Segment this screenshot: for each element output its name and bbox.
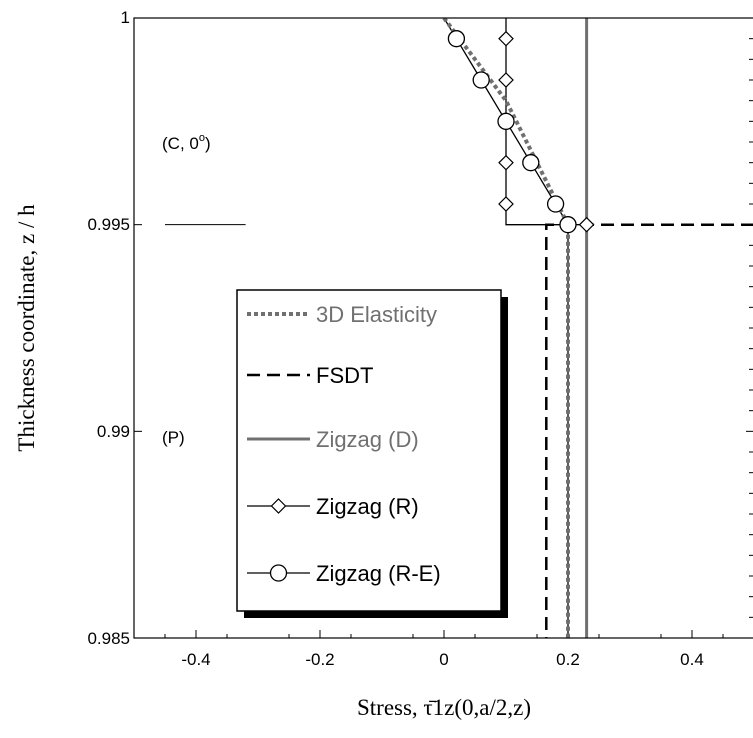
y-tick-label: 0.995 bbox=[87, 215, 130, 234]
zigzag-r-e-circle-marker bbox=[559, 216, 577, 234]
legend-label: Zigzag (R) bbox=[316, 494, 419, 519]
y-axis-title: Thickness coordinate, z / h bbox=[14, 204, 39, 452]
series-line-fsdt bbox=[545, 223, 753, 638]
x-tick-label: 0.2 bbox=[556, 650, 580, 669]
zigzag-r-e-circle-marker bbox=[546, 195, 565, 213]
x-tick-label: -0.2 bbox=[305, 650, 334, 669]
zigzag-r-e-circle-marker bbox=[497, 112, 515, 130]
zigzag-r-e-circle-marker bbox=[522, 154, 540, 172]
x-tick-label: 0 bbox=[439, 650, 448, 669]
y-tick-label: 0.99 bbox=[97, 422, 130, 441]
legend-diamond-marker bbox=[270, 498, 287, 514]
legend: 3D Elasticity FSDT Zigzag (D) Zigzag (R)… bbox=[236, 289, 508, 618]
legend-box bbox=[236, 289, 502, 612]
legend-label: 3D Elasticity bbox=[316, 302, 437, 327]
y-tick-label: 0.985 bbox=[87, 629, 130, 648]
series-layer bbox=[442, 18, 753, 638]
zigzag-r-diamond-marker bbox=[498, 30, 514, 47]
zigzag-r-diamond-marker bbox=[498, 154, 514, 171]
layer-label-top: (C, 0o) bbox=[162, 132, 211, 153]
x-tick-label: 0.4 bbox=[680, 650, 704, 669]
zigzag-r-diamond-marker bbox=[498, 196, 514, 212]
zigzag-r-diamond-marker bbox=[498, 72, 514, 88]
x-tick-label: -0.4 bbox=[181, 650, 210, 669]
zigzag-r-e-circle-marker bbox=[447, 30, 466, 48]
legend-label: FSDT bbox=[316, 363, 373, 388]
legend-label: Zigzag (D) bbox=[316, 427, 419, 452]
zigzag-r-diamond-marker bbox=[578, 216, 595, 233]
plot-frame bbox=[133, 17, 753, 639]
legend-label: Zigzag (R-E) bbox=[316, 561, 441, 586]
series-line-3d-elasticity bbox=[442, 18, 570, 638]
zigzag-r-e-circle-marker bbox=[472, 71, 490, 89]
y-tick-label-top: 1 bbox=[121, 8, 130, 27]
legend-circle-marker bbox=[269, 564, 288, 582]
layer-label-bottom: (P) bbox=[162, 428, 185, 447]
x-axis-title: Stress, τ̄1z(0,a/2,z) bbox=[357, 695, 531, 720]
